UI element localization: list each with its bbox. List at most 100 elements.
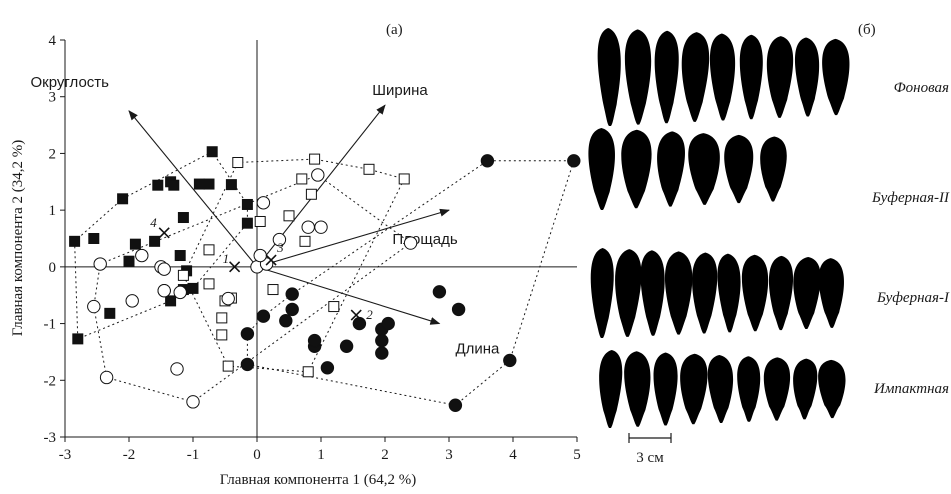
point-open-circle <box>256 196 271 210</box>
leaf-silhouette <box>588 128 616 210</box>
point-open-circle <box>314 220 328 234</box>
y-axis-label: Главная компонента 2 (34,2 %) <box>10 140 26 336</box>
panel-a-label: (а) <box>386 22 403 38</box>
y-tick-label: 0 <box>49 260 57 276</box>
leaf-silhouette <box>741 254 769 332</box>
loading-arrow <box>128 110 258 268</box>
point-open-square <box>302 366 314 378</box>
leaf-silhouette <box>709 33 736 121</box>
point-open-square <box>216 329 228 341</box>
y-tick-label: 1 <box>49 203 57 219</box>
group-centroids: 1 2 3 4 <box>150 215 373 322</box>
point-open-square <box>177 269 189 281</box>
leaf-silhouette <box>599 350 623 428</box>
leaf-silhouette <box>688 133 720 205</box>
point-open-circle <box>403 236 418 250</box>
leaf-silhouette <box>739 34 763 120</box>
hull-filled-circle <box>246 160 575 406</box>
leaf-silhouette <box>822 38 850 116</box>
x-tick-label: 1 <box>317 447 325 463</box>
point-filled-square <box>241 198 253 210</box>
point-filled-circle <box>448 398 463 412</box>
point-open-circle <box>311 168 325 182</box>
loading-label: Ширина <box>372 82 428 99</box>
point-open-square <box>309 153 321 165</box>
point-filled-circle <box>375 346 389 360</box>
leaf-silhouette <box>624 29 652 125</box>
point-open-circle <box>87 299 101 314</box>
y-tick-label: 2 <box>49 146 57 162</box>
point-filled-square <box>129 238 141 250</box>
loading-label: Округлость <box>31 74 110 91</box>
point-open-circle <box>221 291 235 306</box>
point-filled-circle <box>451 302 466 317</box>
point-filled-square <box>69 235 81 247</box>
zone-label: Фоновая <box>894 80 949 96</box>
point-filled-circle <box>567 154 581 168</box>
point-filled-circle <box>240 327 255 341</box>
point-filled-square <box>149 235 161 247</box>
point-filled-square <box>104 307 116 319</box>
x-axis-label: Главная компонента 1 (64,2 %) <box>220 472 416 488</box>
panel-b-label: (б) <box>858 22 876 38</box>
point-open-circle <box>253 248 267 263</box>
leaf-rows: Фоновая Буферная-II Буферная-I Импактная <box>588 28 950 428</box>
leaf-silhouette <box>724 134 754 204</box>
x-tick-label: 3 <box>445 447 453 463</box>
x-tick-label: -2 <box>123 447 136 463</box>
point-open-circle <box>301 220 315 234</box>
leaf-silhouette <box>621 129 652 209</box>
point-filled-circle <box>320 361 335 375</box>
point-filled-square <box>177 212 189 224</box>
point-filled-square <box>203 178 215 190</box>
hull-filled-square <box>74 151 248 340</box>
leaf-silhouette <box>615 249 642 337</box>
leaf-silhouette <box>664 251 693 335</box>
pca-biplot: -3 -2 -1 0 1 2 3 4 5 -3 -2 -1 0 1 2 3 4 Округлость Ширина… <box>10 22 581 488</box>
leaf-silhouettes-panel: (б) Фоновая Буферная-II Буферная-I Импактна… <box>588 22 950 466</box>
loading-arrow <box>256 266 441 325</box>
centroid-label: 2 <box>366 307 373 322</box>
leaf-silhouette <box>766 36 794 118</box>
axes: -3 -2 -1 0 1 2 3 4 5 -3 -2 -1 0 1 2 3 4 <box>44 33 581 463</box>
centroid-label: 3 <box>276 240 284 255</box>
zone-label: Импактная <box>873 381 949 397</box>
leaf-silhouette <box>692 252 718 334</box>
point-open-square <box>296 173 308 185</box>
x-tick-label: -3 <box>59 447 72 463</box>
y-tick-label: 3 <box>49 90 57 106</box>
leaf-silhouette <box>818 359 846 419</box>
loading-arrow <box>256 208 450 268</box>
point-filled-circle <box>381 316 395 331</box>
point-open-square <box>299 235 311 247</box>
leaf-silhouette <box>760 136 787 202</box>
loading-label: Длина <box>455 341 500 358</box>
point-open-circle <box>170 362 184 376</box>
leaf-silhouette <box>680 353 708 425</box>
leaf-silhouette <box>818 258 845 328</box>
x-tick-label: 2 <box>381 447 389 463</box>
leaf-silhouette <box>793 358 818 420</box>
point-open-circle <box>125 294 139 308</box>
leaf-silhouette <box>707 354 734 424</box>
point-filled-square <box>88 233 100 244</box>
point-open-square <box>398 173 410 185</box>
point-open-square <box>232 157 244 169</box>
point-open-square <box>254 215 266 227</box>
leaf-silhouette <box>657 131 686 207</box>
point-filled-square <box>193 178 205 190</box>
y-tick-label: -1 <box>44 317 57 333</box>
centroid-mark <box>229 261 241 273</box>
point-filled-circle <box>256 309 271 323</box>
y-tick-label: 4 <box>49 33 57 49</box>
data-points <box>69 146 581 412</box>
point-open-circle <box>99 370 114 385</box>
point-filled-square <box>174 250 186 262</box>
point-open-circle <box>173 285 187 300</box>
point-filled-circle <box>432 285 447 299</box>
leaf-silhouette <box>793 257 821 329</box>
point-filled-circle <box>279 314 293 328</box>
point-filled-circle <box>503 353 517 368</box>
point-filled-square <box>206 146 218 158</box>
point-filled-circle <box>339 339 354 353</box>
